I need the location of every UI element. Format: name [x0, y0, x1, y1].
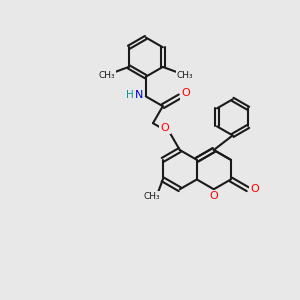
Text: O: O: [250, 184, 259, 194]
Text: O: O: [181, 88, 190, 98]
Text: N: N: [135, 90, 143, 100]
Text: CH₃: CH₃: [177, 71, 194, 80]
Text: O: O: [209, 191, 218, 201]
Text: CH₃: CH₃: [144, 192, 160, 201]
Text: O: O: [161, 123, 170, 133]
Text: CH₃: CH₃: [98, 71, 115, 80]
Text: H: H: [126, 90, 134, 100]
